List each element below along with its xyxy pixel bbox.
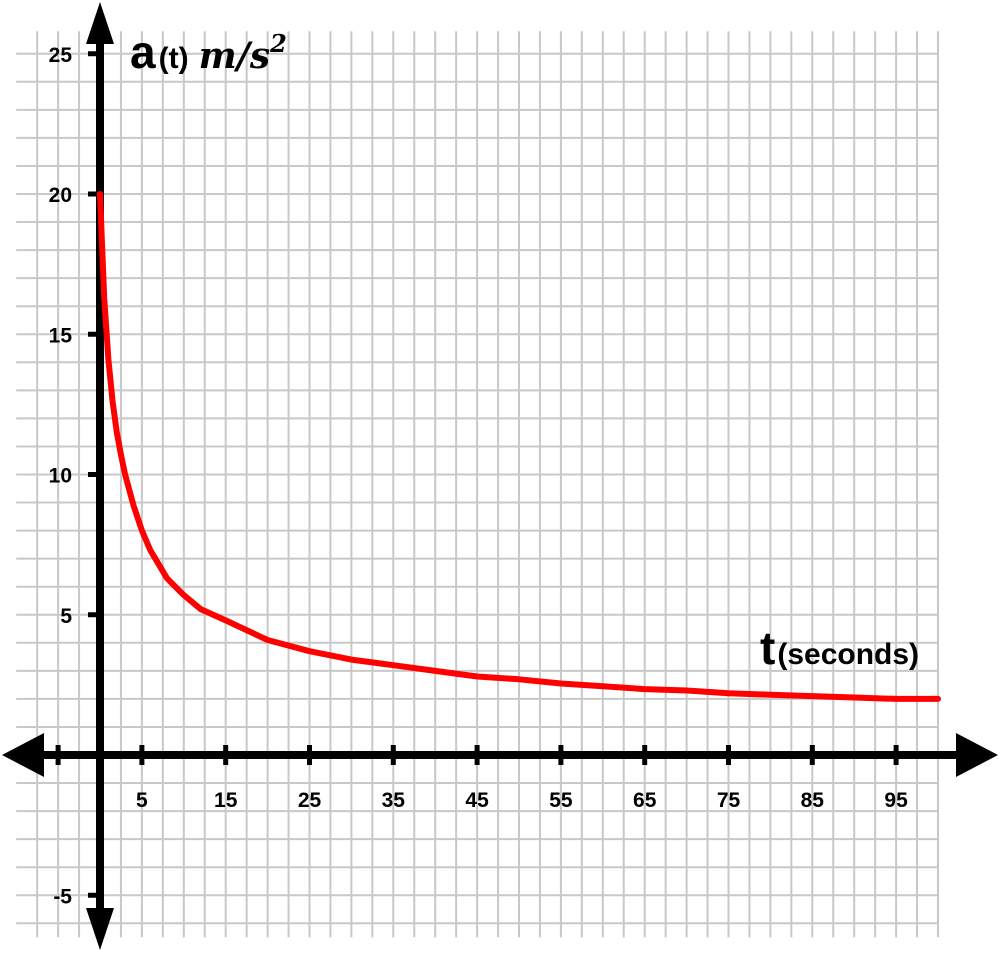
grid (16, 31, 939, 938)
y-axis-label: a (t) m/s2 (130, 26, 287, 78)
series-line (97, 191, 941, 702)
x-tick-label: 55 (549, 789, 573, 812)
y-axis-arrow-up (86, 2, 114, 44)
y-tick-label: 15 (49, 324, 73, 347)
x-tick-label: 35 (382, 789, 406, 812)
x-tick-label: 45 (465, 789, 489, 812)
x-tick-label: 95 (884, 789, 908, 812)
y-axis-label-main: a (130, 26, 156, 78)
x-tick-label: 15 (214, 789, 238, 812)
x-tick-label: 25 (298, 789, 322, 812)
ticks: 5 15 25 35 45 55 65 75 85 95 -5 5 10 15 20 25 (49, 44, 908, 909)
y-tick-label: 20 (49, 184, 72, 207)
series (97, 191, 941, 702)
y-axis-arrow-down (86, 908, 114, 950)
y-tick-label: 5 (60, 605, 72, 628)
y-tick-label: -5 (53, 885, 72, 908)
x-tick-label: 85 (801, 789, 825, 812)
x-axis-label: t(seconds) (760, 622, 919, 674)
x-tick-label: 75 (717, 789, 741, 812)
y-axis-label-arg: (t) (159, 42, 189, 75)
x-axis-label-main: t (760, 622, 775, 674)
x-axis-arrow-left (2, 733, 44, 777)
x-tick-label: 65 (633, 789, 657, 812)
y-axis-label-unit-power: 2 (269, 29, 287, 58)
y-tick-label: 25 (49, 44, 73, 67)
x-tick-label: 5 (136, 789, 148, 812)
x-axis-arrow-right (956, 733, 998, 777)
x-axis-label-unit: (seconds) (777, 638, 919, 671)
y-axis-label-unit: m/s (199, 35, 271, 77)
y-tick-label: 10 (49, 465, 72, 488)
